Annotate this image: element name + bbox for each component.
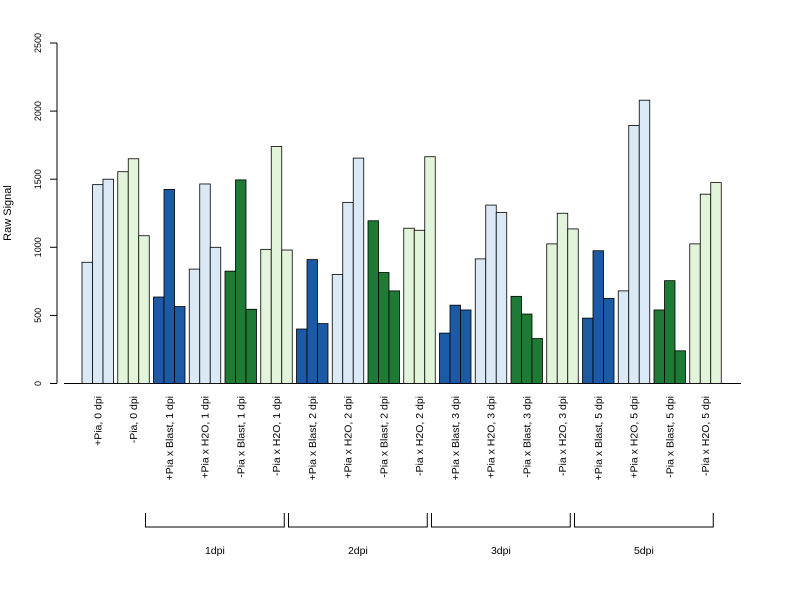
bar (317, 323, 329, 384)
bar (567, 228, 579, 384)
x-tick-label: +Pia, 0 dpi (92, 396, 104, 446)
x-tick-label: -Pia x H2O, 2 dpi (414, 396, 426, 476)
bar (699, 193, 712, 384)
x-tick-label: +Pia x H2O, 3 dpi (486, 396, 498, 479)
bar (331, 274, 344, 384)
bars (81, 99, 722, 384)
bar (617, 290, 630, 384)
bar (603, 297, 615, 384)
bar (674, 350, 686, 384)
bar (81, 261, 93, 384)
bar (413, 229, 426, 384)
bar (138, 235, 150, 384)
y-axis-label: Raw Signal (2, 185, 14, 241)
x-tick-label: -Pia x H2O, 5 dpi (700, 396, 712, 476)
x-tick-label: -Pia, 0 dpi (128, 396, 140, 443)
bar (638, 99, 651, 384)
bar (163, 189, 175, 384)
group-bracket (288, 513, 428, 528)
bar (689, 243, 701, 384)
y-tick-label: 2000 (33, 101, 43, 121)
bar (710, 182, 722, 384)
y-tick-label: 1500 (33, 169, 43, 189)
group-brackets: 1dpi 2dpi 3dpi 5dpi (145, 513, 714, 557)
bar (388, 290, 400, 384)
bar (245, 308, 257, 384)
x-tick-label: +Pia x Blast, 2 dpi (307, 396, 319, 480)
y-tick-label: 500 (33, 308, 43, 323)
bar (582, 317, 594, 384)
bar (188, 268, 201, 384)
bar (521, 313, 533, 384)
bar (296, 328, 308, 384)
group-bracket (145, 513, 285, 528)
x-tick-label: +Pia x Blast, 3 dpi (450, 396, 462, 480)
y-axis: 0 500 1000 1500 2000 2500 (33, 33, 58, 386)
group-label: 5dpi (634, 545, 654, 557)
bar (127, 158, 140, 384)
bar (474, 258, 487, 384)
x-tick-label: -Pia x H2O, 3 dpi (557, 396, 569, 476)
bar (495, 212, 508, 384)
y-tick-label: 1000 (33, 237, 43, 257)
bar (260, 248, 272, 384)
x-tick-label: +Pia x Blast, 1 dpi (164, 396, 176, 480)
bar (485, 204, 497, 384)
bar (224, 270, 236, 384)
bar (209, 246, 222, 384)
bar (449, 304, 461, 384)
x-tick-label: +Pia x Blast, 5 dpi (593, 396, 605, 480)
bar (556, 212, 569, 384)
x-tick-label: -Pia x Blast, 3 dpi (521, 396, 533, 478)
x-tick-label: -Pia x H2O, 1 dpi (271, 396, 283, 476)
bar (653, 309, 665, 384)
bar (352, 157, 365, 384)
x-tick-label: +Pia x H2O, 1 dpi (200, 396, 212, 479)
group-label: 1dpi (205, 545, 225, 557)
group-label: 2dpi (348, 545, 368, 557)
bar (174, 306, 186, 384)
bar (439, 332, 451, 384)
group-bracket (574, 513, 714, 528)
bar (460, 309, 472, 384)
bar (628, 125, 640, 384)
bar (367, 220, 379, 384)
bar (306, 259, 318, 384)
bar (403, 227, 415, 384)
bar (153, 296, 165, 384)
bar (270, 146, 283, 384)
y-tick-label: 2500 (33, 33, 43, 53)
x-tick-label: -Pia x Blast, 5 dpi (664, 396, 676, 478)
bar (199, 183, 211, 384)
bar (592, 250, 604, 384)
x-tick-label: -Pia x Blast, 1 dpi (235, 396, 247, 478)
bar (117, 171, 129, 384)
x-tick-label: -Pia x Blast, 2 dpi (378, 396, 390, 478)
bar (546, 243, 558, 384)
x-tick-label: +Pia x H2O, 5 dpi (629, 396, 641, 479)
x-tick-labels: +Pia, 0 dpi -Pia, 0 dpi +Pia x Blast, 1 dp… (92, 396, 712, 480)
bar (664, 280, 676, 384)
bar (281, 249, 293, 384)
x-tick-label: +Pia x H2O, 2 dpi (343, 396, 355, 479)
bar (342, 201, 354, 384)
bar (102, 178, 114, 384)
y-tick-label: 0 (33, 381, 43, 386)
bar (378, 272, 390, 384)
bar (424, 156, 436, 384)
bar (531, 338, 543, 384)
bar (235, 179, 247, 384)
group-label: 3dpi (491, 545, 511, 557)
bar (92, 184, 104, 384)
bar (510, 295, 522, 384)
group-bracket (431, 513, 571, 528)
